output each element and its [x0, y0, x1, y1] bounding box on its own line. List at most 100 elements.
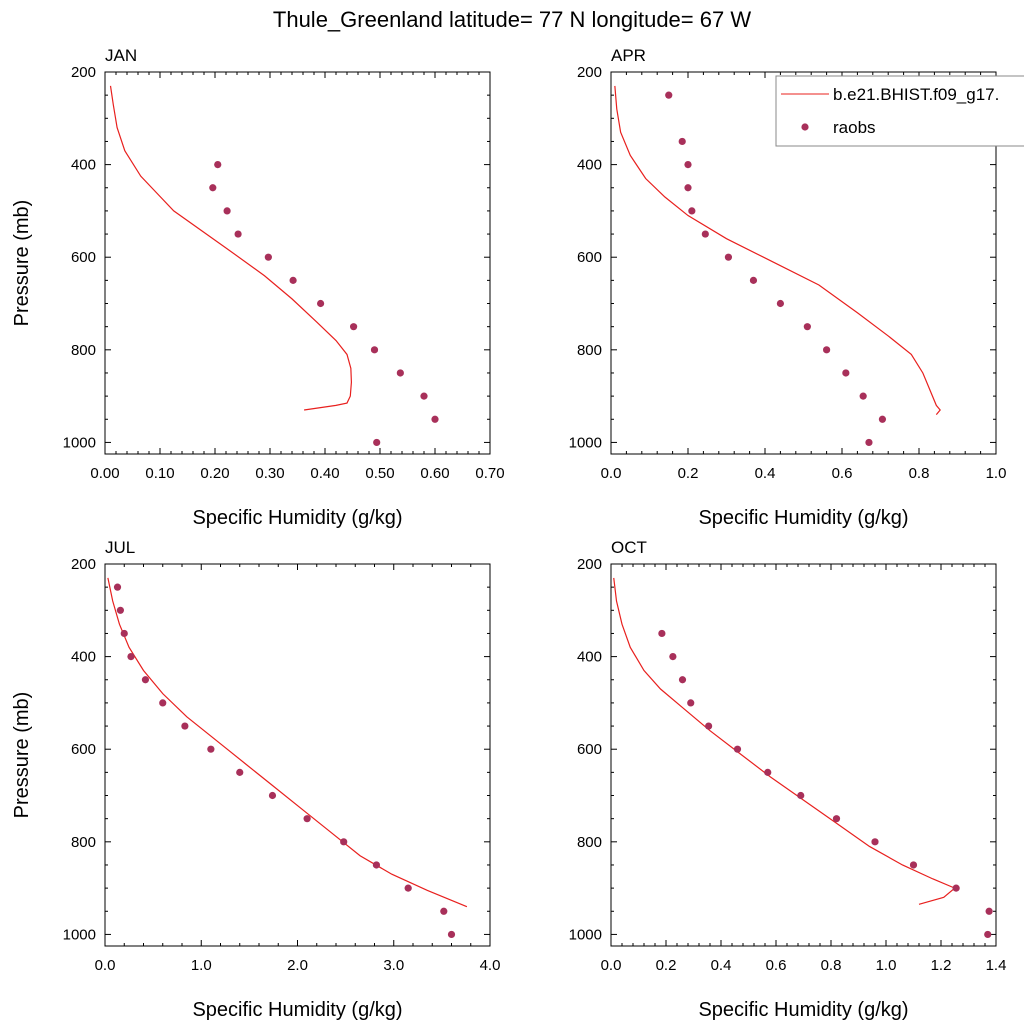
chart-3-xtick-label: 0.2	[656, 957, 677, 974]
chart-0-raobs-point	[317, 299, 325, 308]
chart-2-raobs-point	[141, 676, 150, 684]
chart-2-raobs-point	[440, 907, 448, 915]
legend-label-model: b.e21.BHIST.f09_g17.	[833, 85, 999, 104]
chart-1-xtick-label: 0.8	[909, 465, 930, 482]
chart-3-ytick-label: 600	[577, 741, 602, 758]
chart-3-raobs-point	[909, 861, 918, 869]
chart-0-raobs-point	[431, 415, 439, 423]
chart-0-xtick-label: 0.00	[90, 465, 119, 482]
chart-3-raobs-point	[669, 653, 677, 661]
chart-2-ylabel: Pressure (mb)	[11, 692, 33, 819]
chart-0-xtick-label: 0.10	[145, 465, 174, 482]
chart-0-title: JAN	[105, 46, 137, 65]
chart-2-raobs-point	[181, 722, 189, 730]
chart-3-ytick-label: 800	[577, 834, 602, 851]
chart-1-raobs-point	[665, 91, 673, 99]
chart-1-xtick-label: 0.0	[601, 465, 622, 482]
chart-3-raobs-point	[871, 838, 879, 846]
panel-oct: 0.0 0.2 0.4 0.6 0.8 1.0 1.2 1.4 200 400 600 800 1000…	[569, 538, 1007, 1021]
panel-apr: 0.0 0.2 0.4 0.6 0.8 1.0 200 400 600 800 1000 APR Spe…	[569, 46, 1007, 529]
chart-1-xtick-label: 0.6	[832, 465, 853, 482]
chart-3-ytick-label: 200	[577, 556, 602, 573]
chart-1-series-model-line	[614, 85, 941, 416]
chart-1-ytick-label: 1000	[569, 434, 602, 451]
chart-0-ytick-label: 200	[71, 64, 96, 81]
chart-2-xlabel: Specific Humidity (g/kg)	[192, 999, 402, 1021]
chart-2-title: JUL	[105, 538, 135, 557]
chart-3-xtick-label: 1.4	[986, 957, 1007, 974]
chart-3-raobs-point	[658, 629, 666, 638]
chart-2-ytick-label: 400	[71, 649, 96, 666]
chart-3-raobs-point	[952, 884, 960, 892]
chart-1-xtick-label: 1.0	[986, 465, 1007, 482]
chart-3-series-model-line	[613, 577, 956, 905]
chart-0-xlabel: Specific Humidity (g/kg)	[192, 507, 402, 529]
chart-0-xtick-label: 0.60	[420, 465, 449, 482]
chart-3-xtick-label: 1.0	[876, 957, 897, 974]
chart-0-ytick-label: 600	[71, 249, 96, 266]
chart-3-raobs-point	[797, 791, 805, 800]
chart-0-xtick-label: 0.40	[310, 465, 339, 482]
legend: b.e21.BHIST.f09_g17. raobs	[775, 75, 1024, 147]
chart-2-raobs-point	[372, 861, 381, 869]
chart-2-xtick-label: 1.0	[191, 957, 212, 974]
chart-2-xtick-label: 2.0	[287, 957, 308, 974]
chart-0-raobs-point	[264, 253, 272, 261]
panel-jan: 0.00 0.10 0.20 0.30 0.40 0.50 0.60 0.70 200 400 60…	[11, 46, 505, 529]
chart-0-raobs-point	[396, 369, 404, 377]
chart-3-xtick-label: 0.8	[821, 957, 842, 974]
legend-label-raobs: raobs	[833, 118, 876, 137]
chart-1-raobs-point	[878, 415, 887, 423]
chart-3-ytick-label: 1000	[569, 926, 602, 943]
chart-1-xtick-label: 0.2	[678, 465, 699, 482]
chart-2-raobs-point	[404, 884, 412, 892]
chart-0-ytick-label: 400	[71, 157, 96, 174]
chart-2-raobs-point	[236, 768, 244, 776]
legend-dot-swatch	[801, 123, 809, 131]
chart-1-plot-frame	[610, 71, 997, 455]
chart-2-ytick-label: 600	[71, 741, 96, 758]
chart-0-xtick-label: 0.20	[200, 465, 229, 482]
chart-3-xtick-label: 0.4	[711, 957, 732, 974]
chart-2-ytick-label: 1000	[63, 926, 96, 943]
chart-1-raobs-point	[701, 230, 709, 238]
chart-2-raobs-point	[113, 583, 122, 591]
chart-1-raobs-point	[823, 346, 831, 354]
chart-0-plot-frame	[104, 71, 491, 455]
chart-2-plot-frame	[104, 563, 491, 947]
chart-2-xtick-label: 0.0	[95, 957, 116, 974]
chart-3-plot-frame	[610, 563, 997, 947]
chart-1-raobs-point	[724, 253, 733, 261]
chart-2-xtick-label: 4.0	[480, 957, 501, 974]
chart-0-raobs-point	[223, 207, 231, 215]
chart-3-raobs-point	[705, 722, 713, 730]
chart-1-raobs-point	[684, 184, 692, 192]
chart-2-raobs-point	[447, 930, 456, 939]
chart-2-raobs-point	[207, 745, 215, 753]
chart-0-raobs-point	[420, 392, 428, 400]
chart-1-ytick-label: 600	[577, 249, 602, 266]
chart-3-raobs-point	[733, 745, 742, 753]
chart-0-raobs-point	[234, 230, 242, 238]
chart-1-title: APR	[611, 46, 646, 65]
chart-3-raobs-point	[984, 930, 992, 939]
chart-2-raobs-point	[303, 815, 311, 823]
chart-3-raobs-point	[985, 907, 993, 915]
chart-2-raobs-point	[116, 606, 124, 614]
chart-3-xtick-label: 0.6	[766, 957, 787, 974]
chart-1-raobs-point	[688, 207, 696, 215]
chart-1-raobs-point	[749, 276, 758, 284]
chart-0-xtick-label: 0.30	[255, 465, 284, 482]
legend-box	[775, 75, 1024, 147]
chart-0-raobs-point	[373, 438, 381, 447]
chart-0-xtick-label: 0.50	[365, 465, 394, 482]
chart-0-raobs-point	[289, 276, 297, 284]
panel-jul: 0.0 1.0 2.0 3.0 4.0 200 400 600 800 1000 JUL Specif…	[11, 538, 500, 1021]
chart-2-raobs-point	[268, 791, 277, 800]
chart-1-raobs-point	[678, 137, 686, 146]
chart-1-xlabel: Specific Humidity (g/kg)	[698, 507, 908, 529]
chart-3-title: OCT	[611, 538, 647, 557]
chart-0-series-model-line	[109, 85, 353, 411]
chart-2-raobs-point	[120, 629, 128, 638]
